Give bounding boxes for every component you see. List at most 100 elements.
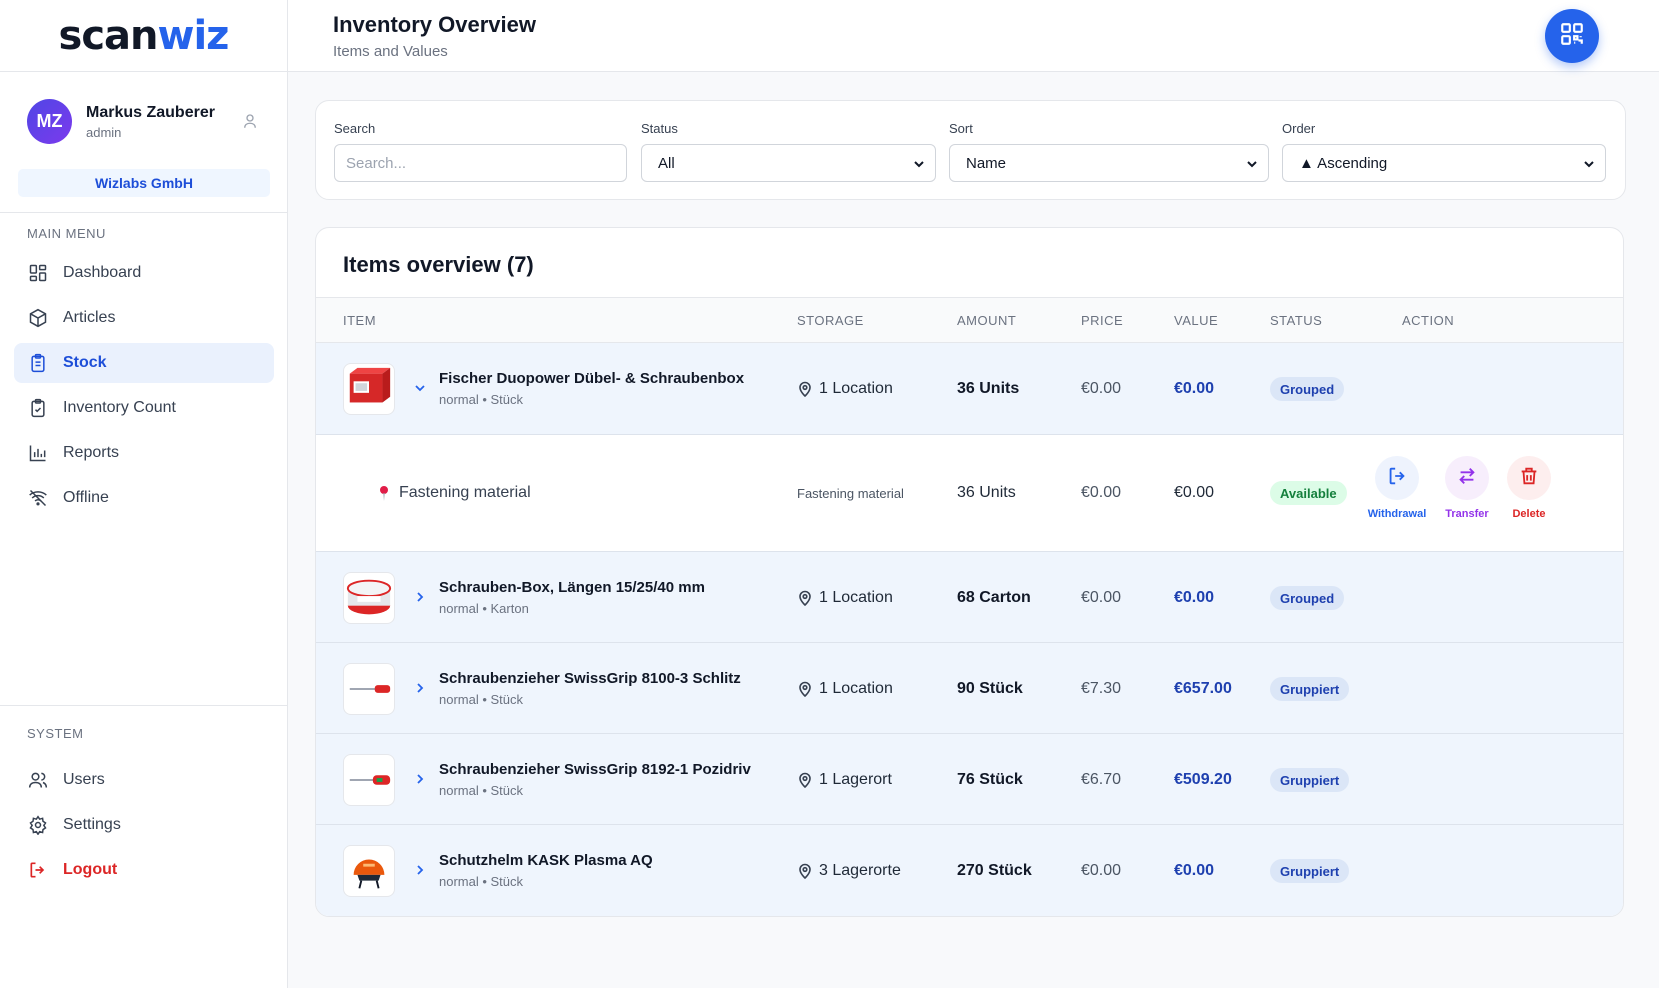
sidebar-item-inventory-count[interactable]: Inventory Count — [14, 388, 274, 428]
item-name[interactable]: Schraubenzieher SwissGrip 8192-1 Pozidri… — [439, 761, 751, 778]
chevron-right-icon[interactable] — [413, 681, 427, 695]
sidebar-item-label: Reports — [63, 444, 120, 461]
product-image — [343, 845, 395, 897]
search-label: Search — [334, 121, 376, 136]
column-header-value[interactable]: VALUE — [1174, 313, 1219, 328]
item-meta: normal • Karton — [439, 601, 529, 616]
qr-scan-button[interactable] — [1545, 9, 1599, 63]
sub-location: Fastening material — [377, 484, 531, 502]
column-header-amount[interactable]: AMOUNT — [957, 313, 1017, 328]
column-header-action: ACTION — [1402, 313, 1455, 328]
transfer-icon — [1456, 465, 1478, 492]
sidebar-item-label: Settings — [63, 816, 121, 833]
sidebar-item-articles[interactable]: Articles — [14, 298, 274, 338]
value: €0.00 — [1174, 862, 1215, 879]
column-header-item[interactable]: ITEM — [343, 313, 377, 328]
sidebar-item-dashboard[interactable]: Dashboard — [14, 253, 274, 293]
sub-price: €0.00 — [1081, 484, 1122, 501]
table-row[interactable]: Schutzhelm KASK Plasma AQ normal • Stück… — [316, 825, 1623, 916]
user-icon[interactable] — [241, 112, 259, 130]
column-header-status[interactable]: STATUS — [1270, 313, 1323, 328]
product-image — [343, 663, 395, 715]
sidebar-item-offline[interactable]: Offline — [14, 478, 274, 518]
sidebar-item-reports[interactable]: Reports — [14, 433, 274, 473]
value: €657.00 — [1174, 680, 1232, 697]
price: €0.00 — [1081, 862, 1122, 879]
chevron-down-icon — [1246, 157, 1258, 169]
trash-icon — [1518, 465, 1540, 492]
item-meta: normal • Stück — [439, 692, 524, 707]
price: €0.00 — [1081, 380, 1122, 397]
users-icon — [27, 769, 49, 791]
column-header-price[interactable]: PRICE — [1081, 313, 1124, 328]
gear-icon — [27, 814, 49, 836]
chevron-right-icon[interactable] — [413, 590, 427, 604]
map-pin-icon — [797, 381, 813, 398]
user-name: Markus Zauberer — [86, 104, 215, 121]
sidebar-item-settings[interactable]: Settings — [14, 805, 274, 845]
sidebar-item-stock[interactable]: Stock — [14, 343, 274, 383]
storage-text: 1 Location — [819, 589, 893, 606]
sub-location-text: Fastening material — [399, 484, 531, 501]
item-meta: normal • Stück — [439, 783, 524, 798]
delete-button[interactable]: Delete — [1494, 456, 1564, 520]
item-name[interactable]: Fischer Duopower Dübel- & Schraubenbox — [439, 370, 745, 387]
transfer-button[interactable]: Transfer — [1432, 456, 1502, 520]
amount: 90 Stück — [957, 680, 1023, 697]
chevron-down-icon — [1583, 157, 1595, 169]
table-row[interactable]: Schrauben-Box, Längen 15/25/40 mm normal… — [316, 552, 1623, 643]
sort-select[interactable]: Name — [949, 144, 1269, 182]
amount: 270 Stück — [957, 862, 1032, 879]
order-select[interactable]: ▲ Ascending — [1282, 144, 1606, 182]
clipboard-icon — [27, 352, 49, 374]
sub-value: €0.00 — [1174, 484, 1215, 501]
column-header-storage[interactable]: STORAGE — [797, 313, 864, 328]
items-overview-title: Items overview (7) — [343, 252, 534, 277]
chevron-down-icon[interactable] — [413, 381, 427, 395]
company-badge: Wizlabs GmbH — [18, 169, 270, 197]
status-badge: Gruppiert — [1270, 768, 1350, 792]
sidebar-item-users[interactable]: Users — [14, 760, 274, 800]
status-badge: Grouped — [1270, 377, 1345, 401]
box-icon — [27, 307, 49, 329]
order-label: Order — [1282, 121, 1316, 136]
status-select[interactable]: All — [641, 144, 936, 182]
withdrawal-button[interactable]: Withdrawal — [1362, 456, 1432, 520]
chevron-right-icon[interactable] — [413, 772, 427, 786]
withdrawal-icon — [1386, 465, 1408, 492]
value: €0.00 — [1174, 589, 1215, 606]
scanwiz-logo[interactable]: scanwiz — [58, 12, 230, 59]
wifi-off-icon — [27, 487, 49, 509]
sidebar-item-label: Inventory Count — [63, 399, 176, 416]
storage-location: 1 Location — [797, 680, 893, 698]
price: €0.00 — [1081, 589, 1122, 606]
chevron-right-icon[interactable] — [413, 863, 427, 877]
amount: 36 Units — [957, 380, 1020, 397]
item-name[interactable]: Schraubenzieher SwissGrip 8100-3 Schlitz — [439, 670, 741, 687]
table-row[interactable]: Fischer Duopower Dübel- & Schraubenbox n… — [316, 343, 1623, 435]
qr-code-icon — [1559, 21, 1585, 52]
divider — [0, 705, 288, 706]
status-badge: Grouped — [1270, 586, 1345, 610]
storage-location: 1 Location — [797, 380, 893, 398]
map-pin-icon — [797, 772, 813, 789]
item-name[interactable]: Schrauben-Box, Längen 15/25/40 mm — [439, 579, 705, 596]
table-row[interactable]: Schraubenzieher SwissGrip 8192-1 Pozidri… — [316, 734, 1623, 825]
sort-select-value: Name — [966, 154, 1007, 172]
sub-amount: 36 Units — [957, 484, 1016, 501]
search-input[interactable]: Search... — [334, 144, 627, 182]
table-row[interactable]: Schraubenzieher SwissGrip 8100-3 Schlitz… — [316, 643, 1623, 734]
storage-location: 1 Lagerort — [797, 771, 892, 789]
user-profile: MZ Markus Zauberer admin Wizlabs GmbH — [0, 72, 287, 213]
storage-location: 3 Lagerorte — [797, 862, 901, 880]
status-badge: Gruppiert — [1270, 859, 1350, 883]
map-pin-icon — [797, 681, 813, 698]
logout-icon — [27, 859, 49, 881]
table-header: ITEM STORAGE AMOUNT PRICE VALUE STATUS A… — [316, 297, 1623, 343]
item-name[interactable]: Schutzhelm KASK Plasma AQ — [439, 852, 653, 869]
item-meta: normal • Stück — [439, 392, 524, 407]
sidebar-item-logout[interactable]: Logout — [14, 850, 274, 890]
bar-chart-icon — [27, 442, 49, 464]
storage-text: 1 Location — [819, 380, 893, 397]
map-pin-icon — [797, 590, 813, 607]
